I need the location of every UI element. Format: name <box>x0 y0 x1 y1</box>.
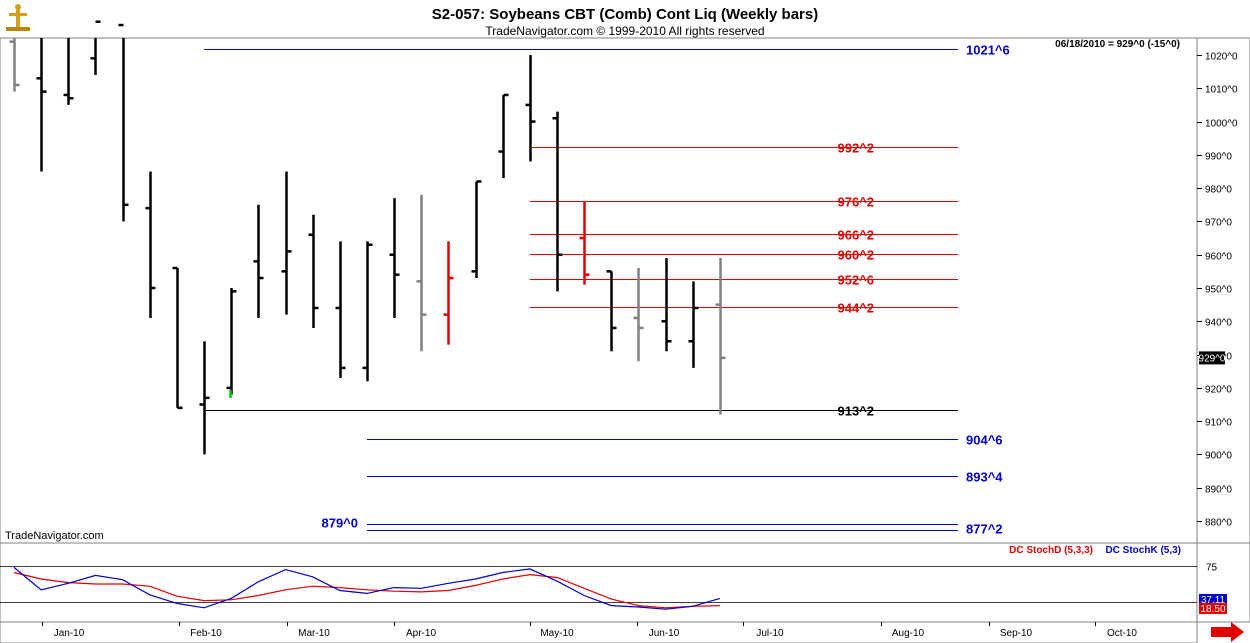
y-tick-label: 1000^0 <box>1205 119 1238 130</box>
x-tick-label: Sep-10 <box>1000 628 1033 639</box>
ohlc-bar <box>226 288 237 395</box>
ohlc-bar <box>199 341 210 455</box>
ohlc-bar <box>579 201 590 285</box>
stochk-value: 37.11 <box>1201 595 1226 606</box>
ohlc-bar <box>525 55 536 162</box>
y-tick-label: 920^0 <box>1205 385 1232 396</box>
x-tick-label: May-10 <box>540 628 574 639</box>
ohlc-bar <box>633 268 644 362</box>
ohlc-bar <box>9 38 20 92</box>
y-tick-label: 990^0 <box>1205 152 1232 163</box>
x-tick-label: Oct-10 <box>1107 628 1137 639</box>
price-axis <box>1196 37 1250 544</box>
x-tick-label: Jan-10 <box>54 628 85 639</box>
y-tick-label: 880^0 <box>1205 518 1232 529</box>
ohlc-bar <box>63 38 74 105</box>
levels-layer: 1021^6 992^2 976^2 966^2 960^2 952^6 944^2 913^… <box>204 43 1010 537</box>
ohlc-bar <box>118 23 129 222</box>
level-label: 966^2 <box>837 228 874 243</box>
ohlc-bar <box>36 38 47 172</box>
y-tick-label: 950^0 <box>1205 285 1232 296</box>
ohlc-bar <box>498 93 509 179</box>
level-label: 944^2 <box>837 301 874 316</box>
y-tick-label: 900^0 <box>1205 451 1232 462</box>
chart-header <box>0 0 1250 38</box>
ohlc-bar <box>688 281 699 368</box>
stochk-value-box <box>1199 594 1227 604</box>
ohlc-bar <box>308 214 319 328</box>
y-tick-label: 980^0 <box>1205 185 1232 196</box>
ohlc-bar <box>362 241 373 382</box>
y-tick-label: 970^0 <box>1205 218 1232 229</box>
ohlc-bar <box>253 204 264 318</box>
y-tick-label: 940^0 <box>1205 318 1232 329</box>
level-label: 904^6 <box>966 433 1003 448</box>
level-label: 976^2 <box>837 195 874 210</box>
level-label: 879^0 <box>321 516 358 531</box>
watermark: TradeNavigator.com <box>5 530 104 542</box>
scroll-right-icon[interactable] <box>1211 622 1244 642</box>
y-tick-label: 890^0 <box>1205 485 1232 496</box>
y-tick-label: 1020^0 <box>1205 52 1238 63</box>
ohlc-bar <box>552 111 563 292</box>
last-price-label: 929^0 <box>1199 353 1226 364</box>
chart-title: S2-057: Soybeans CBT (Comb) Cont Liq (We… <box>432 6 818 23</box>
bars-layer <box>9 20 726 455</box>
last-price-marker: 929^0 <box>1199 351 1226 365</box>
ohlc-bar <box>335 241 346 378</box>
level-label: 913^2 <box>837 404 874 419</box>
x-tick-label: Feb-10 <box>190 628 222 639</box>
y-tick-label: 1010^0 <box>1205 85 1238 96</box>
level-label: 893^4 <box>966 470 1003 485</box>
legend-stochd: DC StochD (5,3,3) <box>1009 545 1093 556</box>
x-tick-label: Jul-10 <box>756 628 784 639</box>
stoch-tick-label: 75 <box>1206 563 1218 574</box>
legend-stochk: DC StochK (5,3) <box>1105 545 1181 556</box>
ohlc-bar <box>90 20 101 75</box>
ohlc-bar <box>145 171 156 318</box>
x-tick-label: Jun-10 <box>649 628 680 639</box>
ohlc-bar <box>443 241 454 345</box>
ohlc-bar <box>172 266 183 410</box>
stoch-panel <box>0 542 1198 623</box>
ohlc-bar <box>416 194 427 352</box>
ohlc-bar <box>606 270 617 352</box>
x-tick-label: Mar-10 <box>298 628 330 639</box>
ohlc-bar <box>471 180 482 279</box>
level-label: 877^2 <box>966 522 1003 537</box>
logo-icon <box>4 2 34 32</box>
stochd-value-box <box>1199 603 1227 614</box>
level-label: 992^2 <box>837 141 874 156</box>
x-tick-label: Apr-10 <box>406 628 436 639</box>
ohlc-bar <box>389 198 400 318</box>
stoch-line <box>13 566 721 610</box>
ohlc-bar <box>715 258 726 415</box>
ohlc-bar <box>661 258 672 352</box>
ohlc-bar <box>281 171 292 315</box>
status-readout: 06/18/2010 = 929^0 (-15^0) <box>1055 39 1180 50</box>
time-axis <box>0 621 1198 643</box>
y-tick-label: 960^0 <box>1205 252 1232 263</box>
x-axis-ticks: Jan-10 Feb-10 Mar-10 Apr-10 May-10 Jun-10 Jul-… <box>42 622 1137 639</box>
chart-copyright: TradeNavigator.com © 1999-2010 All right… <box>485 24 764 38</box>
level-label: 1021^6 <box>966 43 1010 58</box>
level-label: 960^2 <box>837 248 874 263</box>
y-tick-label: 910^0 <box>1205 418 1232 429</box>
level-label: 952^6 <box>837 273 874 288</box>
price-panel <box>0 37 1198 544</box>
x-tick-label: Aug-10 <box>892 628 925 639</box>
stochd-value: 18.50 <box>1200 604 1225 615</box>
